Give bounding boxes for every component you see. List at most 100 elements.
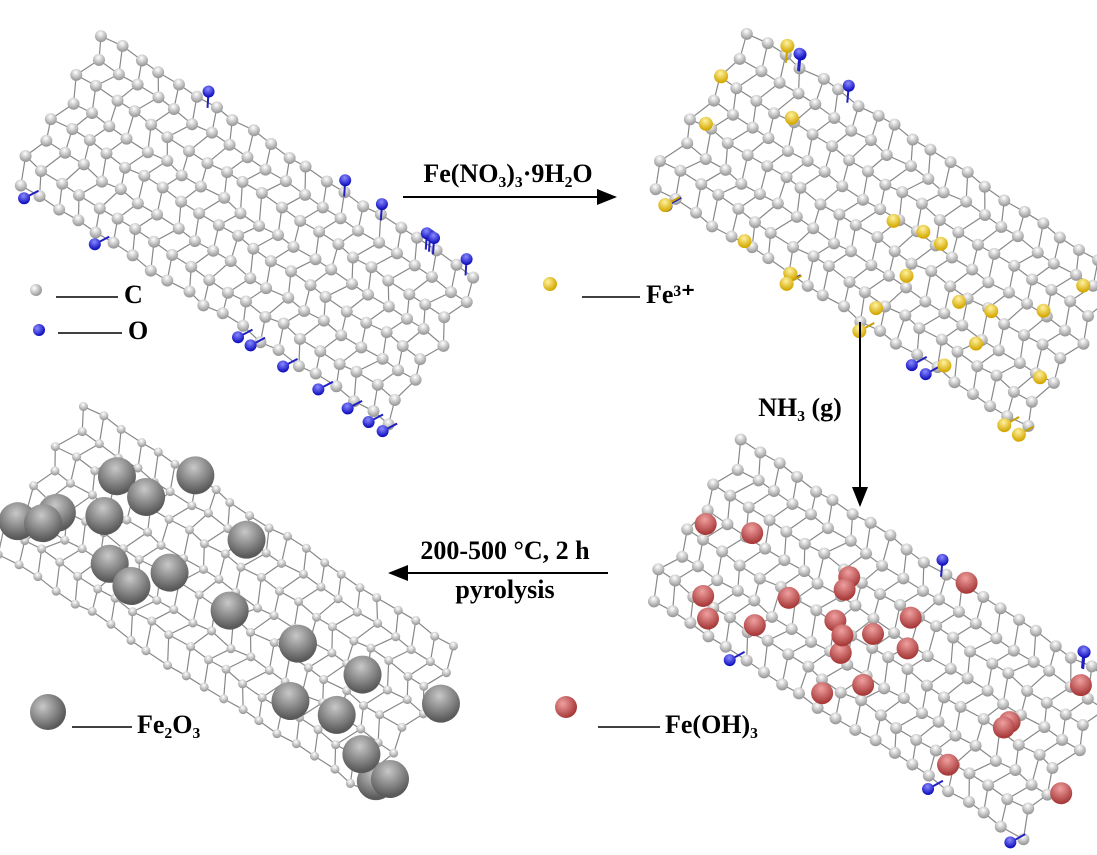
atom bbox=[351, 606, 363, 618]
atom bbox=[318, 557, 330, 569]
atom bbox=[930, 713, 947, 730]
atom bbox=[91, 52, 108, 69]
atom bbox=[150, 89, 167, 106]
atom bbox=[202, 654, 214, 666]
atom bbox=[783, 621, 800, 638]
atom bbox=[869, 229, 886, 246]
atom bbox=[142, 262, 159, 279]
atom bbox=[311, 223, 328, 240]
atom bbox=[253, 714, 265, 726]
atom bbox=[928, 618, 945, 635]
atom bbox=[394, 338, 411, 355]
atom bbox=[292, 213, 309, 230]
atom bbox=[281, 150, 298, 167]
atom bbox=[353, 339, 370, 356]
atom bbox=[161, 659, 173, 671]
atom bbox=[274, 199, 291, 216]
atom bbox=[771, 455, 788, 472]
atom bbox=[1025, 654, 1042, 671]
bond bbox=[45, 562, 70, 591]
bond bbox=[371, 629, 396, 656]
atom bbox=[171, 76, 188, 93]
atom bbox=[1075, 335, 1092, 352]
atom bbox=[219, 164, 236, 181]
atom bbox=[355, 198, 372, 215]
atom bbox=[1016, 327, 1033, 344]
dopant-atom bbox=[914, 222, 933, 241]
atom bbox=[759, 35, 776, 52]
atom bbox=[1038, 694, 1055, 711]
atom bbox=[350, 222, 367, 239]
atom bbox=[834, 178, 851, 195]
atom bbox=[770, 195, 787, 212]
atom bbox=[234, 174, 251, 191]
atom bbox=[766, 105, 783, 122]
atom bbox=[396, 721, 408, 733]
atom bbox=[1024, 394, 1041, 411]
atom bbox=[163, 513, 175, 525]
diagram: Fe(NO₃)₃·9H₂O NH₃ (g) 200-500 °C, 2 h py… bbox=[0, 0, 1097, 855]
atom bbox=[302, 277, 319, 294]
atom bbox=[275, 557, 287, 569]
atom bbox=[314, 199, 331, 216]
atom bbox=[780, 646, 797, 663]
atom bbox=[1062, 293, 1079, 310]
atom bbox=[959, 670, 976, 687]
atom bbox=[804, 126, 821, 143]
atom bbox=[796, 536, 813, 553]
atom bbox=[646, 593, 663, 610]
atom bbox=[816, 163, 833, 180]
atom bbox=[332, 210, 349, 227]
atom bbox=[401, 286, 418, 303]
atom bbox=[863, 257, 880, 274]
atom bbox=[166, 101, 183, 118]
atom bbox=[49, 465, 61, 477]
atom bbox=[70, 451, 82, 463]
atom bbox=[127, 221, 144, 238]
atom bbox=[109, 92, 126, 109]
atom bbox=[1016, 204, 1033, 221]
atom bbox=[348, 363, 365, 380]
dopant-atom bbox=[169, 449, 222, 502]
atom bbox=[704, 218, 721, 235]
atom bbox=[843, 122, 860, 139]
atom bbox=[317, 673, 329, 685]
atom bbox=[1080, 308, 1097, 325]
atom bbox=[650, 561, 667, 578]
atom bbox=[435, 338, 452, 355]
atom bbox=[895, 690, 912, 707]
atom bbox=[380, 272, 397, 289]
atom bbox=[152, 446, 164, 458]
atom bbox=[778, 169, 795, 186]
atom bbox=[961, 765, 978, 782]
atom bbox=[114, 38, 131, 55]
atom bbox=[970, 236, 987, 253]
atom bbox=[65, 95, 82, 112]
step-label: NH₃ (g) bbox=[758, 393, 842, 422]
atom bbox=[942, 660, 959, 677]
atom bbox=[214, 305, 231, 322]
atom bbox=[443, 284, 460, 301]
dopant-atom bbox=[87, 236, 104, 253]
atom bbox=[317, 289, 334, 306]
atom bbox=[68, 67, 85, 84]
atom bbox=[824, 492, 841, 509]
atom bbox=[1010, 737, 1027, 754]
atom bbox=[64, 477, 76, 489]
atom bbox=[117, 159, 134, 176]
atom bbox=[805, 248, 822, 265]
atom bbox=[71, 570, 83, 582]
bond bbox=[267, 591, 287, 615]
atom bbox=[719, 516, 736, 533]
atom bbox=[776, 552, 793, 569]
atom bbox=[360, 286, 377, 303]
atom bbox=[180, 670, 192, 682]
atom bbox=[799, 278, 816, 295]
atom bbox=[807, 96, 824, 113]
dopant-atom bbox=[264, 675, 317, 728]
atom bbox=[263, 522, 275, 534]
atom bbox=[326, 621, 338, 633]
atom bbox=[424, 269, 441, 286]
atom bbox=[246, 122, 263, 139]
atom bbox=[71, 187, 88, 204]
